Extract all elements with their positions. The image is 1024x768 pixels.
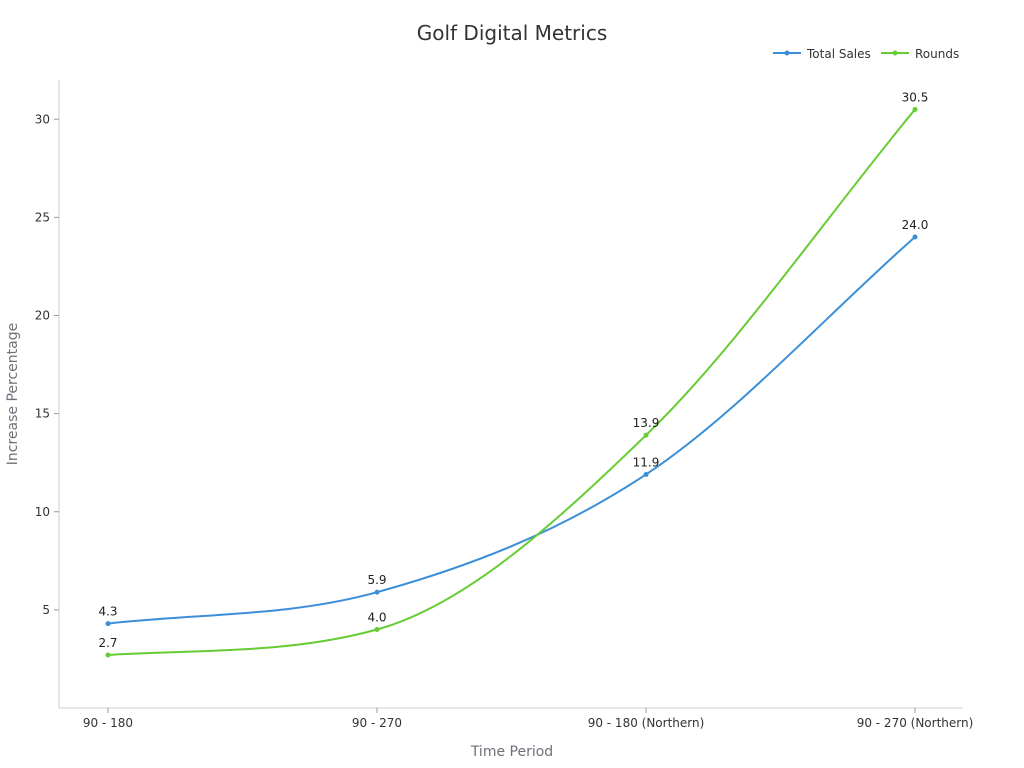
legend-label-total-sales: Total Sales [806,47,871,61]
data-point-total-sales[interactable] [912,234,918,240]
data-point-total-sales[interactable] [643,471,649,477]
legend-label-rounds: Rounds [915,47,959,61]
series-line-rounds [107,108,916,657]
y-tick-label: 30 [35,112,50,126]
data-point-rounds[interactable] [912,106,918,112]
x-axis-title: Time Period [470,744,553,760]
chart-title: Golf Digital Metrics [417,21,608,45]
data-label-rounds: 2.7 [98,636,117,650]
data-label-rounds: 13.9 [633,416,660,430]
legend-marker-total-sales [784,50,790,56]
legend: Total Sales Rounds [773,47,959,61]
y-tick-label: 20 [35,309,50,323]
data-point-total-sales[interactable] [105,621,111,627]
x-tick-label: 90 - 270 (Northern) [857,716,974,730]
legend-marker-rounds [892,50,898,56]
y-tick-label: 15 [35,407,50,421]
x-tick-label: 90 - 270 [352,716,402,730]
data-label-rounds: 30.5 [902,90,929,104]
y-tick-label: 5 [42,603,50,617]
y-axis-title: Increase Percentage [5,323,21,465]
y-tick-label: 25 [35,210,50,224]
data-point-total-sales[interactable] [374,589,380,595]
y-axis-ticks: 5 10 15 20 25 30 [35,112,59,617]
data-label-rounds: 4.0 [367,611,386,625]
data-label-total-sales: 5.9 [367,573,386,587]
data-point-rounds[interactable] [374,627,380,632]
data-point-rounds[interactable] [643,432,649,438]
x-tick-label: 90 - 180 (Northern) [588,716,705,730]
series-total-sales [105,234,918,627]
x-axis-ticks: 90 - 180 90 - 270 90 - 180 (Northern) 90 - … [83,708,973,730]
data-label-layer: 4.3 5.9 11.9 24.0 2.7 4.0 13.9 30.5 [98,90,928,650]
data-label-total-sales: 4.3 [98,605,117,619]
data-label-total-sales: 11.9 [633,455,660,469]
legend-item-rounds[interactable]: Rounds [881,47,959,61]
y-tick-label: 10 [35,505,50,519]
series-line-total-sales [107,236,916,625]
legend-item-total-sales[interactable]: Total Sales [773,47,871,61]
data-label-total-sales: 24.0 [902,218,929,232]
series-rounds [105,106,918,658]
x-tick-label: 90 - 180 [83,716,133,730]
data-point-rounds[interactable] [105,652,111,658]
series-layer [105,106,918,658]
